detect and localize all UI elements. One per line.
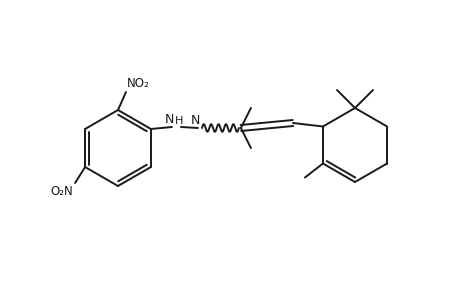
Text: N: N: [164, 113, 174, 126]
Text: H: H: [174, 116, 183, 126]
Text: O₂N: O₂N: [50, 185, 73, 198]
Text: N: N: [190, 114, 200, 127]
Text: NO₂: NO₂: [127, 77, 150, 90]
